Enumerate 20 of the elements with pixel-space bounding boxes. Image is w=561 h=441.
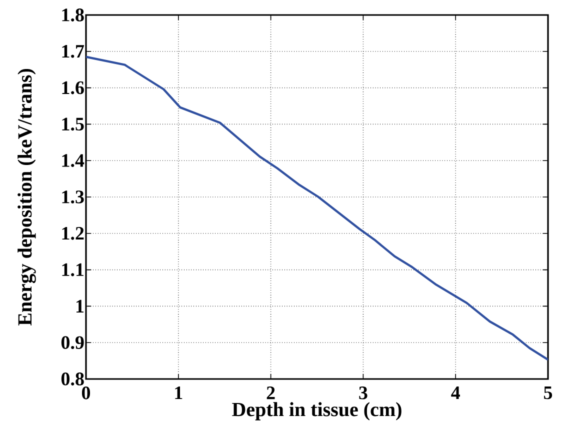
x-tick-label: 2 bbox=[266, 386, 275, 400]
x-tick-label: 0 bbox=[82, 386, 90, 400]
x-tick-label: 1 bbox=[175, 386, 182, 400]
x-axis-title: Depth in tissue (cm) bbox=[232, 402, 402, 420]
y-tick-label: 1.3 bbox=[62, 190, 84, 204]
y-tick-label: 1.2 bbox=[62, 226, 84, 240]
y-tick-label: 1.1 bbox=[62, 263, 84, 276]
y-axis-title: Energy deposition (keV/trans) bbox=[18, 69, 36, 326]
x-tick-label: 5 bbox=[544, 386, 552, 400]
y-tick-label: 0.9 bbox=[61, 336, 84, 350]
y-tick-label: 1 bbox=[76, 300, 84, 312]
y-tick-label: 1.4 bbox=[62, 154, 84, 167]
line-series bbox=[86, 56, 548, 361]
y-tick-label: 1.8 bbox=[62, 8, 84, 22]
x-tick-label: 3 bbox=[359, 386, 368, 400]
y-tick-label: 1.6 bbox=[62, 81, 84, 94]
y-tick-label: 1.5 bbox=[62, 118, 84, 131]
y-tick-label: 1.7 bbox=[62, 44, 84, 58]
y-tick-label: 0.8 bbox=[61, 372, 84, 386]
x-tick-label: 4 bbox=[451, 386, 460, 400]
